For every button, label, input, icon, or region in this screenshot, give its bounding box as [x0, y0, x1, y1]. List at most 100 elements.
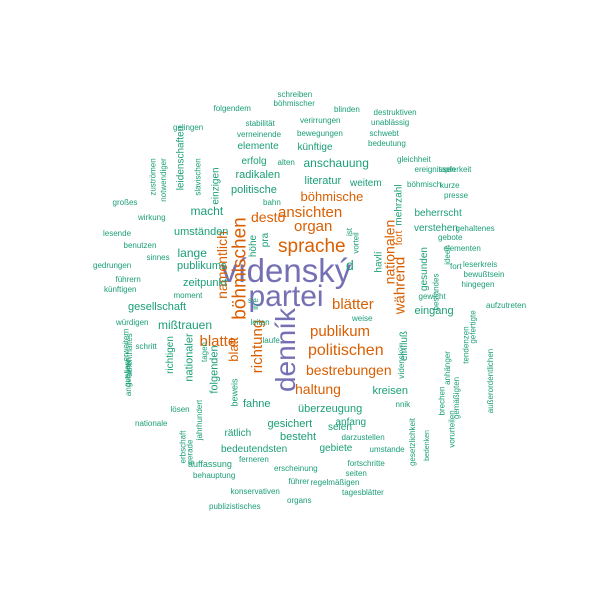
word-cloud-word: havlí: [373, 251, 385, 273]
word-cloud-word: weitem: [350, 178, 382, 189]
word-cloud-word: böhmischen: [229, 216, 251, 320]
word-cloud-word: alten: [277, 158, 295, 167]
word-cloud-word: stabilität: [245, 119, 275, 128]
word-cloud-word: bedeutung: [368, 139, 406, 148]
word-cloud-word: moment: [173, 291, 203, 300]
word-cloud-word: haltung: [295, 381, 341, 397]
word-cloud-word: elementen: [443, 244, 481, 253]
word-cloud-word: bahn: [263, 198, 281, 207]
word-cloud-word: einzigen: [210, 167, 222, 205]
word-cloud-word: böhmische: [300, 188, 364, 204]
word-cloud-word: führer: [288, 477, 310, 486]
word-cloud-word: seien: [328, 422, 352, 433]
word-cloud-word: nnik: [395, 400, 411, 409]
word-cloud-word: schreiben: [277, 90, 313, 99]
word-cloud-word: regelmäßigen: [310, 478, 360, 487]
word-cloud-word: literatur: [304, 174, 342, 187]
word-cloud-word: verirrungen: [300, 116, 341, 125]
word-cloud-word: jahrhundert: [195, 399, 205, 441]
word-cloud-word: bedenken: [423, 429, 431, 461]
word-cloud-word: slavischen: [193, 158, 203, 196]
word-cloud-word: mehrzahl: [393, 184, 405, 226]
word-cloud-word: aufzutreten: [486, 301, 527, 310]
word-cloud-word: tapferkeit: [438, 165, 472, 174]
word-cloud-word: erfolg: [241, 156, 267, 167]
word-cloud-word: richtigen: [164, 336, 176, 374]
word-cloud-word: vorteil: [351, 232, 361, 254]
word-cloud-word: zuströmen: [148, 158, 158, 196]
word-cloud-word: blatt: [225, 336, 241, 362]
word-cloud-word: umstande: [369, 445, 405, 454]
word-cloud-word: folgenden: [208, 344, 221, 394]
word-cloud-word: gebote: [438, 233, 463, 242]
word-cloud-word: erscheinung: [274, 464, 318, 473]
word-cloud-word: beherrscht: [414, 208, 462, 219]
word-cloud-word: umständen: [174, 225, 229, 238]
word-cloud-word: benutzen: [123, 241, 157, 250]
word-cloud-word: anhänger: [442, 351, 452, 385]
word-cloud-word: gelingen: [173, 123, 204, 132]
word-cloud-word: bewegungen: [297, 129, 343, 138]
word-cloud-word: destruktiven: [373, 108, 417, 117]
word-cloud-word: gesellschaft: [128, 300, 187, 313]
word-cloud-word: auffassung: [188, 458, 232, 469]
word-cloud-word: leserkreis: [463, 260, 498, 269]
word-cloud-word: hingegen: [461, 280, 495, 289]
word-cloud-word: nationaler: [183, 332, 196, 382]
word-cloud-word: sinnes: [146, 253, 170, 262]
word-cloud-word: tendenzen: [461, 326, 471, 364]
word-cloud-word: organ: [294, 217, 333, 235]
word-cloud-word: fort: [394, 230, 406, 246]
word-cloud-word: angehören: [124, 357, 134, 397]
word-cloud-word: nationale: [135, 419, 168, 428]
word-cloud-word: bedeutendsten: [221, 444, 288, 455]
word-cloud-word: ansichten: [278, 203, 343, 221]
word-cloud-word: unablässig: [371, 118, 410, 127]
word-cloud-word: schwebt: [369, 129, 399, 138]
word-cloud-word: radikalen: [235, 168, 281, 181]
word-cloud-word: gewicht: [418, 292, 446, 301]
word-cloud-word: richtung: [248, 319, 266, 373]
word-cloud-word: blinden: [334, 105, 360, 114]
word-cloud-word: blatte: [199, 332, 237, 350]
word-cloud-word: verneinende: [237, 130, 282, 139]
word-cloud-word: großes: [112, 198, 138, 207]
word-cloud-word: elemente: [237, 141, 279, 152]
word-cloud-word: tagesblätter: [342, 488, 384, 497]
word-cloud-word: sprache: [278, 235, 346, 257]
word-cloud-word: politische: [231, 183, 277, 196]
word-cloud-word: kreisen: [372, 384, 408, 397]
word-cloud-word: leiten: [250, 318, 270, 327]
word-cloud-word: publikum: [310, 322, 371, 340]
word-cloud-word: bestrebungen: [306, 362, 392, 378]
word-cloud-word: gesunden: [418, 247, 430, 291]
word-cloud-word: desto: [251, 209, 286, 225]
word-cloud-word: künftige: [297, 142, 333, 153]
word-cloud-word: blätter: [332, 295, 374, 313]
word-cloud-word: partei: [248, 280, 324, 313]
word-cloud-word: gehaltenes: [455, 224, 495, 233]
word-cloud-word: seiten: [345, 469, 367, 478]
word-cloud-word: gedrungen: [93, 261, 132, 270]
word-cloud-word: bewußtsein: [463, 270, 505, 279]
word-cloud-word: mißtrauen: [158, 318, 213, 332]
word-cloud-word: konservativen: [230, 487, 280, 496]
word-cloud-word: überzeugung: [298, 402, 363, 415]
word-cloud-word: schritt: [135, 342, 157, 351]
word-cloud-word: darzustellen: [341, 433, 385, 442]
word-cloud-word: weise: [352, 314, 373, 323]
word-cloud-word: notwendiger: [158, 158, 168, 202]
word-cloud-word: laufe: [262, 336, 280, 345]
word-cloud-word: s: [248, 296, 252, 305]
word-cloud-word: vorurteilen: [447, 410, 457, 448]
word-cloud-word: rätlich: [224, 428, 252, 439]
word-cloud-word: fahne: [243, 397, 271, 410]
word-cloud-word: presse: [444, 191, 469, 200]
word-cloud-word: künftigen: [104, 285, 137, 294]
word-cloud-word: publikums: [177, 259, 227, 272]
word-cloud-word: fort: [450, 262, 462, 271]
word-cloud-word: böhmisch: [407, 180, 442, 189]
word-cloud-word: gebiete: [319, 443, 353, 454]
word-cloud-word: brechen: [436, 386, 446, 416]
